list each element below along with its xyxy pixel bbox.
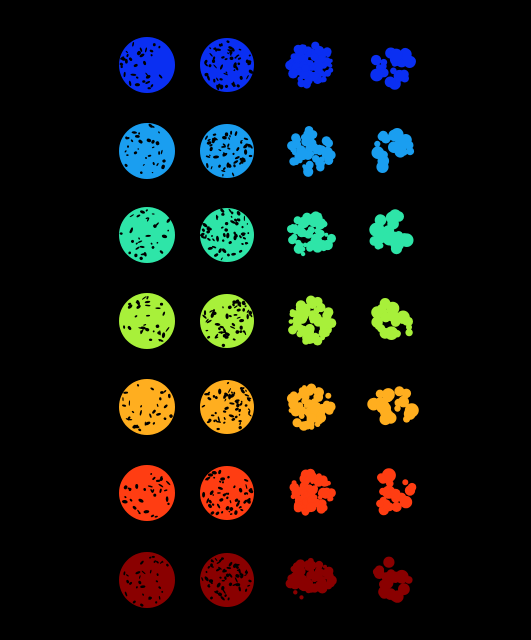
colony-spot-r4-c1 bbox=[119, 293, 175, 349]
colony-spot-r6-c4 bbox=[376, 468, 417, 516]
colony-spot-r4-c3 bbox=[288, 295, 337, 346]
colony-spot-r3-c4 bbox=[369, 209, 414, 255]
colony-spot-r2-c1 bbox=[119, 123, 175, 179]
colony-spot-r4-c2 bbox=[200, 294, 254, 348]
colony-spot-r1-c3 bbox=[285, 41, 334, 89]
colony-spot-r3-c3 bbox=[287, 211, 336, 257]
colony-spot-r3-c1 bbox=[119, 207, 175, 263]
colony-spot-r1-c4 bbox=[370, 47, 416, 90]
colony-spot-r3-c2 bbox=[200, 208, 254, 262]
colony-spot-r6-c1 bbox=[119, 465, 175, 521]
colony-spot-r5-c4 bbox=[367, 386, 419, 426]
colony-spot-r5-c1 bbox=[119, 379, 175, 435]
colony-spot-r7-c1 bbox=[119, 552, 175, 608]
colony-spot-r7-c2 bbox=[200, 553, 254, 607]
colony-spot-r7-c3 bbox=[285, 557, 337, 600]
colony-spot-r2-c4 bbox=[371, 128, 415, 173]
colony-spot-r6-c2 bbox=[200, 466, 254, 520]
colony-spot-r1-c2 bbox=[200, 38, 254, 92]
colony-spot-r1-c1 bbox=[119, 37, 175, 93]
colony-spot-r5-c2 bbox=[200, 380, 254, 434]
colony-spot-r4-c4 bbox=[371, 298, 413, 341]
colony-spot-r2-c2 bbox=[200, 124, 254, 178]
colony-spot-r7-c4 bbox=[372, 556, 413, 603]
colony-spot-r2-c3 bbox=[287, 125, 336, 177]
colony-spot-r5-c3 bbox=[287, 383, 336, 431]
colony-spot-r6-c3 bbox=[289, 468, 336, 516]
